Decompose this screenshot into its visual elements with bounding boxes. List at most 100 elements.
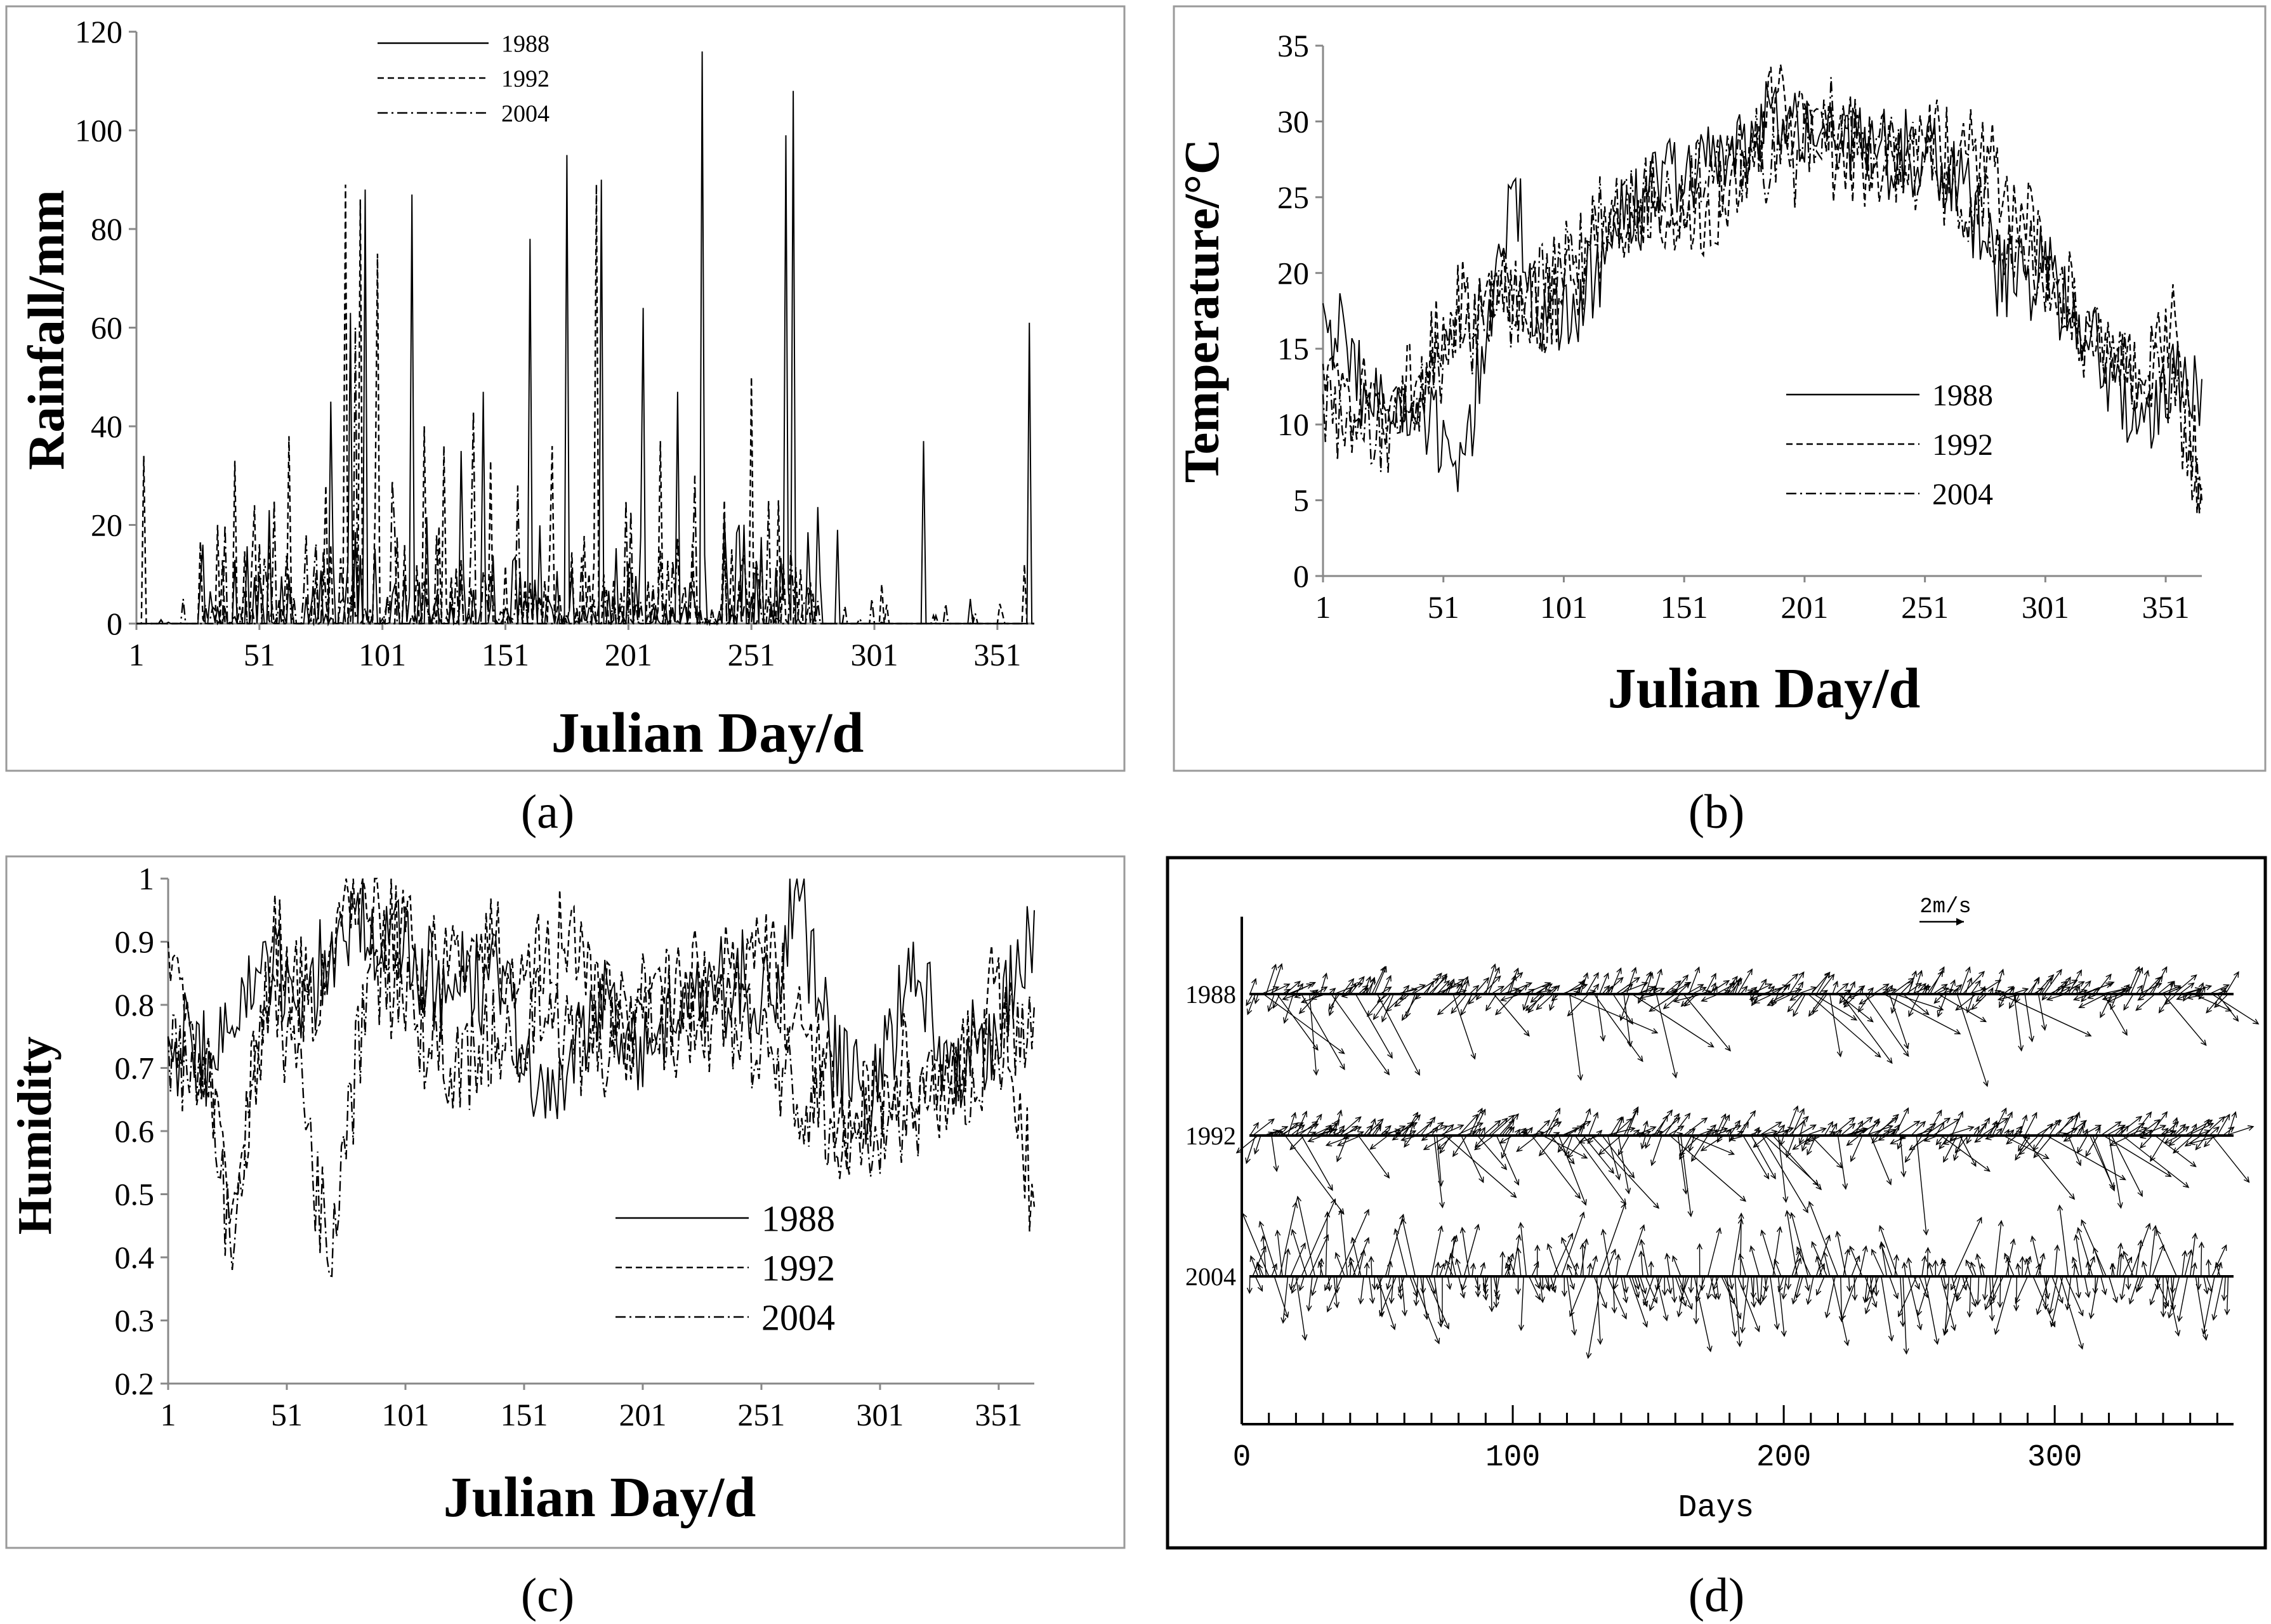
wind-vector-head (1956, 1295, 1961, 1302)
wind-vector-head (1662, 1115, 1668, 1122)
wind-vector (2214, 990, 2227, 995)
wind-vector-head (1551, 1284, 1557, 1291)
wind-vector-head (2023, 1133, 2031, 1139)
wind-vector-head (1371, 1118, 1376, 1125)
wind-vector (2184, 1250, 2192, 1277)
wind-vector-head (1449, 1252, 1455, 1260)
wind-vector-head (1850, 1155, 1856, 1163)
wind-vector (1864, 1125, 1893, 1136)
wind-vector (2103, 993, 2128, 1035)
wind-vector-head (1386, 1283, 1392, 1290)
wind-vector (1659, 1117, 1680, 1136)
wind-vector (1588, 1112, 1598, 1136)
wind-vector (2047, 993, 2066, 1000)
wind-vector (1939, 1135, 1950, 1149)
wind-vector-head (1507, 1256, 1513, 1263)
wind-vector-head (2137, 1284, 2143, 1292)
wind-vector-head (1626, 983, 1633, 990)
wind-vector-head (1235, 1147, 1242, 1154)
wind-vector-head (1516, 1146, 1523, 1152)
wind-vector (1295, 1276, 1306, 1340)
wind-vector (1539, 1135, 1557, 1156)
wind-vector (1501, 993, 1522, 1001)
wind-vector (1780, 1135, 1784, 1146)
wind-vector-head (1537, 1130, 1544, 1137)
wind-vector (1336, 1135, 1348, 1162)
wind-vector-head (1857, 1120, 1864, 1127)
wind-vector (1436, 1262, 1439, 1277)
wind-vector (1542, 1135, 1588, 1159)
wind-vector (1366, 1118, 1384, 1136)
wind-vector-head (1916, 1309, 1923, 1317)
wind-vector-head (1581, 1199, 1587, 1206)
wind-vector (1970, 1262, 1977, 1277)
wind-vector (1672, 1276, 1675, 1302)
legend-label-2004: 2004 (1932, 478, 1993, 511)
wind-vector (2032, 1135, 2044, 1151)
wind-vector-head (2143, 969, 2150, 977)
wind-vector (2051, 1276, 2064, 1327)
wind-vector-head (1942, 987, 1949, 993)
wind-vector-head (1689, 1128, 1696, 1134)
wind-vector-head (1390, 1323, 1396, 1331)
wind-vector (1626, 1225, 1645, 1277)
wind-vector (2070, 985, 2078, 995)
wind-vector (1656, 993, 1676, 1078)
wind-vector (1761, 1230, 1776, 1277)
wind-vector-head (1578, 1138, 1585, 1144)
wind-vector-head (1638, 997, 1643, 1004)
wind-vector (2051, 981, 2067, 995)
wind-vector-head (2050, 1321, 2056, 1328)
wind-vector (1959, 1135, 1977, 1167)
wind-vector (1898, 1276, 1917, 1317)
wind-vector (2123, 1251, 2134, 1277)
wind-vector (2225, 1126, 2254, 1136)
wind-vector (2189, 1233, 2196, 1277)
wind-vector (1312, 1276, 1319, 1295)
wind-vector (1374, 1125, 1381, 1136)
wind-vector-head (1779, 1124, 1786, 1131)
wind-vector (2116, 1243, 2122, 1277)
wind-vector-head (1397, 1293, 1404, 1300)
wind-vector-head (2168, 981, 2175, 987)
wind-vector-head (1360, 1249, 1366, 1256)
wind-vector (1926, 1110, 1942, 1136)
wind-vector-head (1593, 983, 1600, 990)
x-tick-label: 251 (737, 1397, 785, 1432)
wind-vector (1629, 1276, 1648, 1327)
wind-vector (1729, 1276, 1733, 1290)
wind-vector (1849, 1246, 1863, 1277)
wind-vector (1677, 1135, 1687, 1194)
wind-vector-head (1553, 1132, 1560, 1138)
wind-vector-head (2022, 1114, 2028, 1122)
wind-vector-head (2048, 974, 2055, 981)
wind-vector-head (1494, 967, 1500, 974)
wind-vector (1369, 1276, 1374, 1304)
wind-vector (1290, 982, 1315, 995)
wind-vector (1523, 1129, 1527, 1136)
wind-vector-head (2067, 1115, 2074, 1122)
wind-vector (1675, 1276, 1687, 1306)
wind-vector (1355, 1131, 1364, 1136)
wind-vector (1551, 1276, 1557, 1290)
wind-vector-head (2201, 1039, 2207, 1046)
wind-vector-head (1893, 1292, 1899, 1300)
wind-vector-head (2069, 1193, 2076, 1200)
wind-vector-head (2204, 1118, 2210, 1125)
wind-vector-head (1971, 1300, 1977, 1307)
wind-vector-head (1682, 974, 1689, 981)
wind-vector-head (1940, 1257, 1947, 1265)
wind-vector (2102, 993, 2123, 1000)
wind-vector (1916, 983, 1926, 995)
wind-vector-head (1843, 999, 1849, 1005)
wind-vector-head (1810, 1124, 1817, 1130)
wind-vector-head (1577, 1074, 1583, 1081)
wind-vector-head (1493, 1301, 1499, 1308)
wind-vector (1937, 993, 1947, 1017)
wind-vector (1949, 1135, 1955, 1141)
wind-vector (1907, 1276, 1921, 1330)
wind-vector-head (1619, 1014, 1625, 1021)
wind-vector (1924, 1135, 1939, 1142)
wind-vector-head (2028, 1035, 2034, 1043)
wind-vector (1471, 1109, 1486, 1136)
